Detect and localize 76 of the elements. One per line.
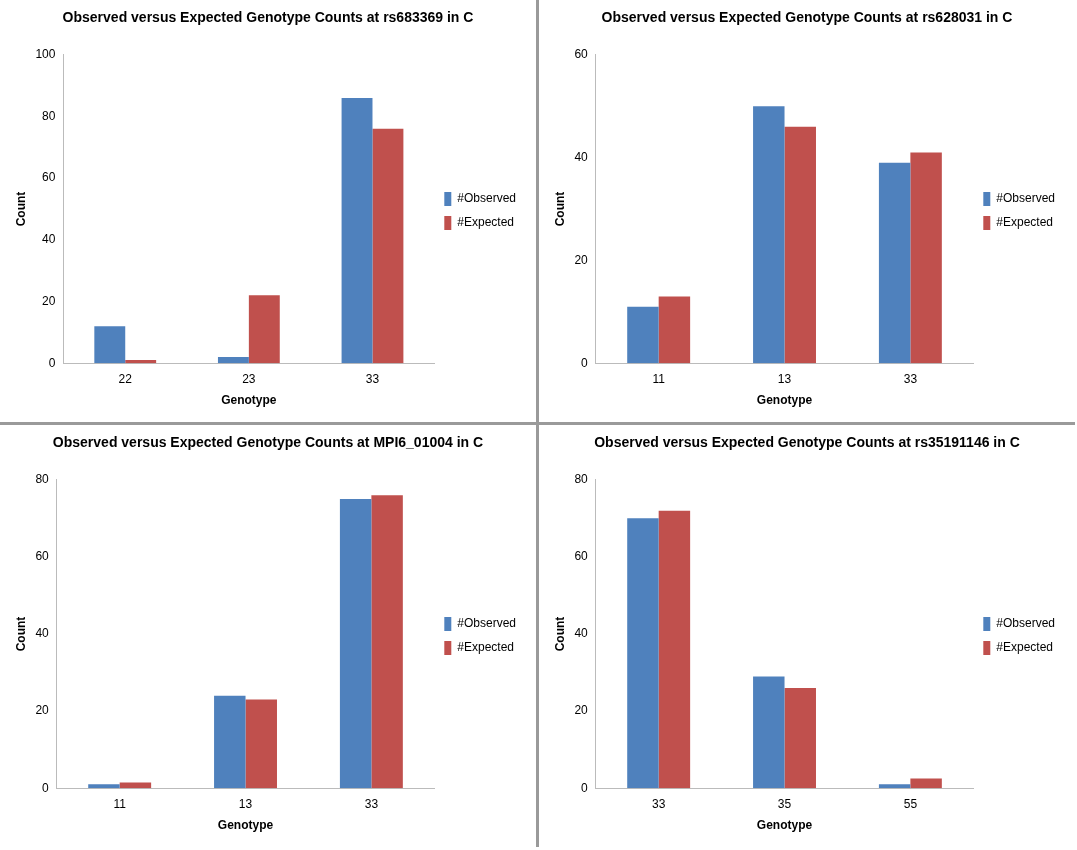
- legend-label: #Observed: [996, 616, 1055, 631]
- x-axis-title: Genotype: [756, 818, 813, 833]
- x-tick-label: 33: [651, 796, 666, 811]
- y-tick-label: 0: [48, 355, 56, 370]
- y-tick-label: 0: [581, 355, 589, 370]
- bar: [214, 695, 246, 789]
- x-tick-label: 33: [903, 371, 918, 386]
- y-tick-label: 80: [35, 472, 50, 487]
- y-tick-label: 0: [42, 780, 50, 795]
- bar: [910, 778, 942, 789]
- y-axis-title: Count: [552, 191, 567, 227]
- chart-title: Observed versus Expected Genotype Counts at rs683369 in C: [62, 9, 474, 26]
- y-tick-label: 20: [35, 703, 50, 718]
- x-tick-label: 13: [238, 796, 253, 811]
- x-tick-label: 22: [118, 371, 133, 386]
- legend-label: #Expected: [996, 640, 1054, 655]
- x-axis-title: Genotype: [221, 393, 277, 408]
- legend-label: #Expected: [996, 215, 1054, 230]
- y-tick-label: 20: [42, 293, 56, 308]
- bar: [658, 296, 691, 364]
- legend-label: #Observed: [457, 616, 516, 631]
- legend-label: #Observed: [457, 191, 516, 206]
- y-tick-label: 80: [574, 472, 589, 487]
- bar: [658, 510, 691, 789]
- y-tick-label: 40: [574, 149, 589, 164]
- x-tick-label: 11: [113, 796, 127, 811]
- bar: [627, 306, 659, 364]
- x-tick-label: 11: [652, 371, 666, 386]
- bar: [372, 128, 404, 364]
- bar: [627, 518, 659, 789]
- bar: [753, 676, 785, 789]
- bar: [88, 784, 120, 789]
- bar: [784, 126, 816, 364]
- y-axis-title: Count: [13, 191, 28, 227]
- bar: [753, 106, 785, 364]
- y-tick-label: 40: [35, 626, 50, 641]
- y-axis-title: Count: [552, 616, 567, 652]
- x-axis-title: Genotype: [756, 393, 813, 408]
- bar: [341, 97, 373, 364]
- y-axis-title: Count: [13, 616, 28, 652]
- y-tick-label: 20: [574, 252, 589, 267]
- y-tick-label: 40: [574, 626, 589, 641]
- bar: [910, 152, 942, 364]
- bar: [119, 782, 152, 789]
- x-tick-label: 13: [777, 371, 792, 386]
- y-tick-label: 60: [35, 549, 50, 564]
- x-tick-label: 23: [242, 371, 256, 386]
- bar: [371, 495, 403, 789]
- chart-title: Observed versus Expected Genotype Counts at MPI6_01004 in C: [52, 434, 484, 451]
- x-tick-label: 33: [364, 796, 379, 811]
- bar: [878, 162, 911, 364]
- x-tick-label: 55: [903, 796, 918, 811]
- legend-label: #Expected: [457, 640, 515, 655]
- legend-label: #Expected: [457, 215, 515, 230]
- y-tick-label: 0: [581, 780, 589, 795]
- bar: [245, 699, 277, 789]
- bar: [125, 360, 157, 364]
- x-tick-label: 35: [777, 796, 792, 811]
- x-axis-title: Genotype: [217, 818, 274, 833]
- chart-title: Observed versus Expected Genotype Counts at rs628031 in C: [601, 9, 1013, 26]
- bar: [217, 357, 249, 364]
- bar: [339, 499, 372, 789]
- y-tick-label: 100: [35, 47, 56, 62]
- bar: [878, 784, 911, 789]
- bar: [784, 687, 816, 789]
- bar: [248, 295, 280, 364]
- y-tick-label: 40: [42, 232, 56, 247]
- legend-label: #Observed: [996, 191, 1055, 206]
- chart-title: Observed versus Expected Genotype Counts at rs35191146 in C: [594, 434, 1020, 451]
- y-tick-label: 60: [574, 47, 589, 62]
- y-tick-label: 80: [42, 108, 56, 123]
- y-tick-label: 20: [574, 703, 589, 718]
- bar: [94, 326, 126, 364]
- y-tick-label: 60: [574, 549, 589, 564]
- y-tick-label: 60: [42, 170, 56, 185]
- x-tick-label: 33: [365, 371, 380, 386]
